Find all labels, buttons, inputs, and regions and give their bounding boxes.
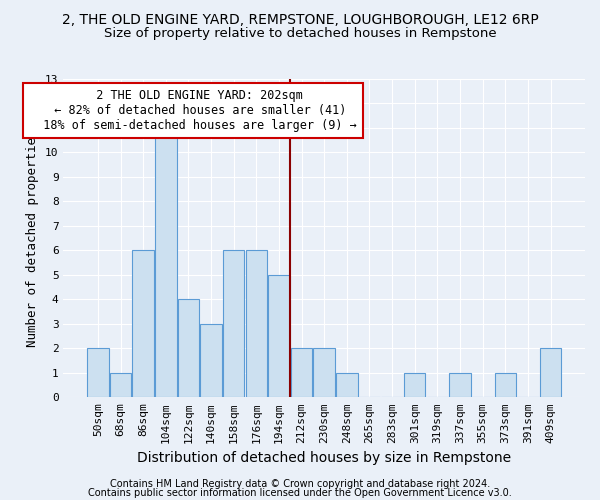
Text: Size of property relative to detached houses in Rempstone: Size of property relative to detached ho… — [104, 28, 496, 40]
Text: 2, THE OLD ENGINE YARD, REMPSTONE, LOUGHBOROUGH, LE12 6RP: 2, THE OLD ENGINE YARD, REMPSTONE, LOUGH… — [62, 12, 538, 26]
Bar — [200, 324, 222, 398]
Bar — [155, 128, 176, 398]
Y-axis label: Number of detached properties: Number of detached properties — [26, 130, 40, 347]
Bar — [223, 250, 244, 398]
Bar — [87, 348, 109, 398]
X-axis label: Distribution of detached houses by size in Rempstone: Distribution of detached houses by size … — [137, 451, 511, 465]
Text: 2 THE OLD ENGINE YARD: 202sqm
  ← 82% of detached houses are smaller (41)
  18% : 2 THE OLD ENGINE YARD: 202sqm ← 82% of d… — [29, 89, 357, 132]
Bar — [313, 348, 335, 398]
Bar — [404, 373, 425, 398]
Bar — [494, 373, 516, 398]
Bar — [268, 275, 290, 398]
Bar — [449, 373, 471, 398]
Text: Contains public sector information licensed under the Open Government Licence v3: Contains public sector information licen… — [88, 488, 512, 498]
Bar — [336, 373, 358, 398]
Bar — [110, 373, 131, 398]
Bar — [245, 250, 267, 398]
Text: Contains HM Land Registry data © Crown copyright and database right 2024.: Contains HM Land Registry data © Crown c… — [110, 479, 490, 489]
Bar — [540, 348, 561, 398]
Bar — [178, 300, 199, 398]
Bar — [133, 250, 154, 398]
Bar — [291, 348, 313, 398]
